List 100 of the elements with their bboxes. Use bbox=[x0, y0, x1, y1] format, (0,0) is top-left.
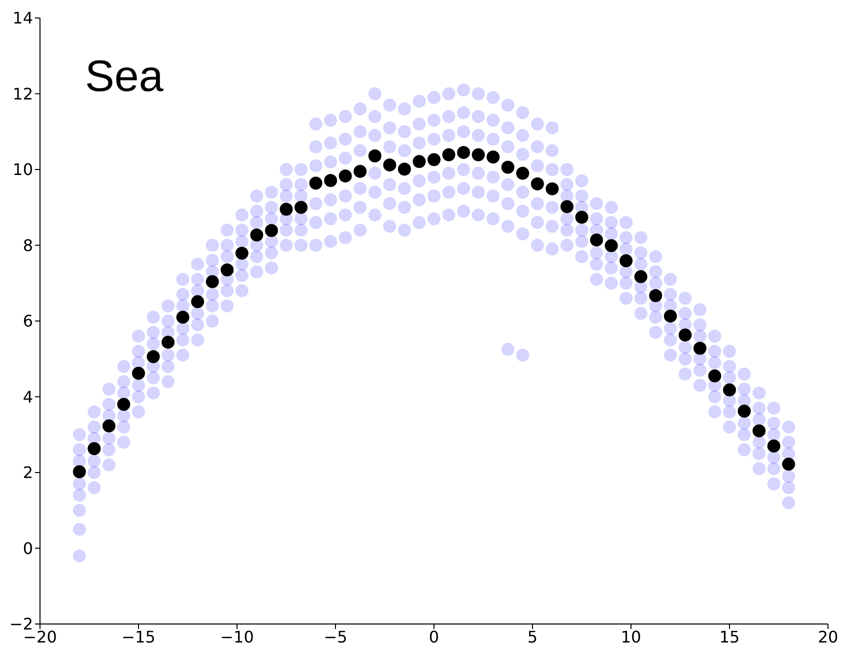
point bbox=[309, 140, 322, 154]
point bbox=[294, 190, 308, 203]
point bbox=[664, 333, 677, 346]
point bbox=[294, 224, 308, 237]
point bbox=[206, 254, 219, 267]
point bbox=[516, 148, 530, 161]
point bbox=[72, 522, 86, 536]
x-tick-label: −5 bbox=[324, 627, 348, 646]
y-tick-label: 10 bbox=[12, 160, 33, 180]
point bbox=[146, 337, 160, 350]
point bbox=[72, 477, 86, 490]
point bbox=[132, 390, 145, 404]
point bbox=[767, 462, 780, 476]
point bbox=[501, 220, 514, 233]
point bbox=[501, 160, 514, 174]
point bbox=[280, 178, 293, 192]
point bbox=[220, 250, 234, 264]
point bbox=[560, 200, 574, 214]
point bbox=[102, 382, 116, 396]
point bbox=[383, 178, 396, 192]
point bbox=[486, 212, 500, 226]
point bbox=[117, 436, 130, 449]
point bbox=[634, 306, 648, 320]
point bbox=[176, 333, 190, 346]
point bbox=[338, 190, 352, 203]
point bbox=[738, 428, 751, 442]
point bbox=[738, 368, 751, 381]
point bbox=[412, 174, 426, 188]
point bbox=[620, 276, 633, 290]
point bbox=[693, 303, 706, 316]
point bbox=[324, 155, 338, 168]
point bbox=[176, 348, 190, 362]
point bbox=[516, 128, 530, 142]
point bbox=[634, 270, 648, 284]
point bbox=[486, 150, 500, 164]
point bbox=[162, 314, 175, 328]
point bbox=[575, 250, 588, 264]
point bbox=[191, 306, 204, 320]
point bbox=[383, 158, 396, 172]
point bbox=[752, 402, 766, 415]
point bbox=[560, 178, 574, 192]
point bbox=[516, 166, 530, 180]
point bbox=[280, 202, 293, 216]
point bbox=[368, 208, 382, 222]
point bbox=[88, 420, 101, 434]
point bbox=[354, 164, 367, 178]
point bbox=[664, 272, 677, 286]
point bbox=[590, 272, 604, 286]
point bbox=[309, 238, 322, 252]
point bbox=[723, 383, 736, 396]
point bbox=[412, 94, 426, 108]
point bbox=[176, 322, 190, 336]
point bbox=[723, 371, 736, 384]
point bbox=[280, 238, 293, 252]
point bbox=[546, 182, 559, 196]
point bbox=[102, 432, 116, 445]
point bbox=[752, 424, 766, 438]
point bbox=[634, 231, 648, 244]
point bbox=[560, 238, 574, 252]
point bbox=[530, 216, 544, 230]
point bbox=[354, 182, 367, 195]
point bbox=[782, 420, 796, 434]
point bbox=[338, 169, 352, 182]
point bbox=[264, 186, 278, 199]
point bbox=[428, 91, 440, 104]
annotation: Sea bbox=[85, 52, 164, 101]
point bbox=[88, 442, 101, 456]
point bbox=[708, 356, 722, 370]
point bbox=[472, 186, 485, 199]
x-tick-label: −10 bbox=[220, 627, 254, 646]
point bbox=[590, 258, 604, 271]
point bbox=[162, 299, 175, 312]
point bbox=[102, 458, 116, 472]
point bbox=[428, 190, 440, 203]
point bbox=[575, 234, 588, 248]
point bbox=[501, 98, 514, 112]
point bbox=[191, 258, 204, 271]
point bbox=[368, 128, 382, 142]
point bbox=[132, 330, 145, 343]
x-tick-label: 5 bbox=[527, 627, 538, 646]
point bbox=[738, 443, 751, 456]
point bbox=[250, 228, 264, 242]
point bbox=[428, 114, 440, 127]
point bbox=[206, 299, 219, 312]
point bbox=[457, 83, 470, 96]
point bbox=[383, 220, 396, 233]
point bbox=[250, 265, 264, 278]
point bbox=[191, 318, 204, 332]
point bbox=[162, 336, 175, 349]
point bbox=[516, 348, 530, 362]
point bbox=[146, 371, 160, 384]
point bbox=[649, 326, 662, 339]
point bbox=[723, 420, 736, 434]
point bbox=[664, 348, 677, 362]
point bbox=[620, 292, 633, 305]
x-tick-label: 20 bbox=[818, 627, 838, 646]
point bbox=[575, 224, 588, 237]
point bbox=[767, 402, 780, 415]
point bbox=[693, 364, 706, 377]
point bbox=[294, 178, 308, 192]
